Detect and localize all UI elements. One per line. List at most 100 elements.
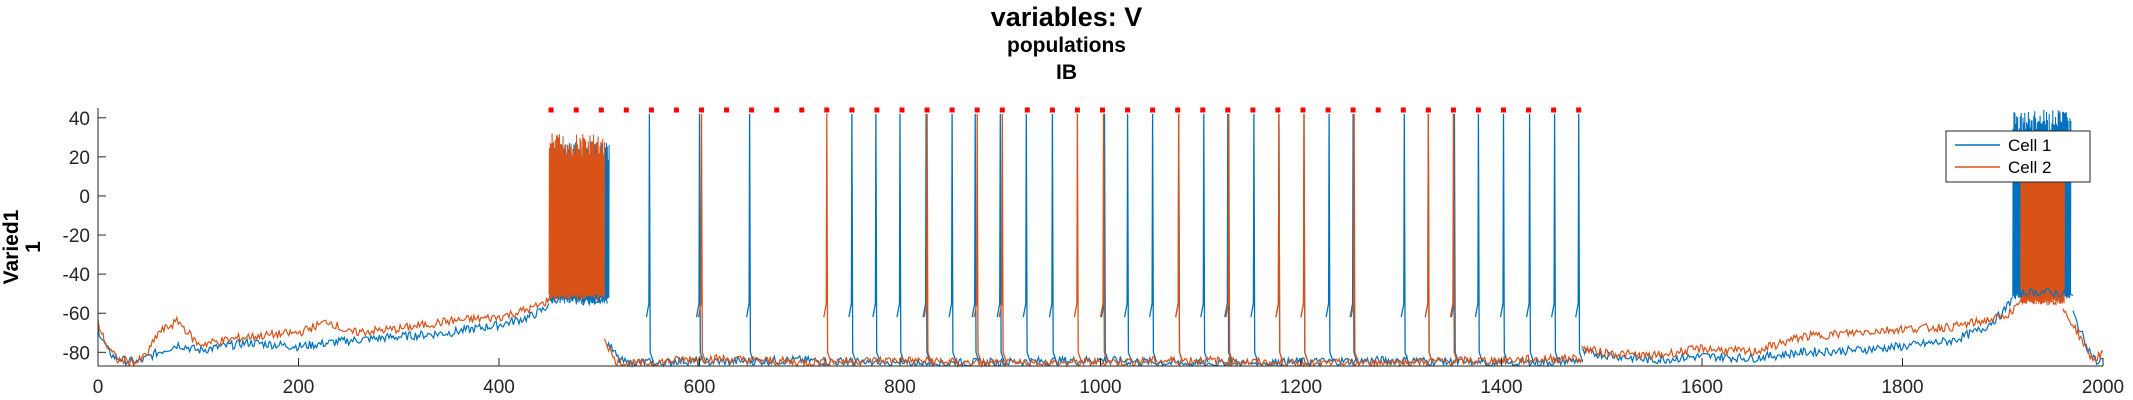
event-marker-8 bbox=[724, 107, 730, 113]
event-marker-33 bbox=[1350, 107, 1356, 113]
series-cell-1-spike-7 bbox=[922, 113, 931, 363]
series-cell-1-spike-12 bbox=[1048, 113, 1058, 363]
series-cell-1 bbox=[97, 113, 2104, 369]
y-tick-label--40: -40 bbox=[63, 265, 90, 286]
series-cell-2-segment-6 bbox=[2062, 308, 2104, 363]
series-cell-2-segment-2 bbox=[548, 289, 605, 302]
x-tick-label-0: 0 bbox=[93, 377, 104, 398]
series-cell-1-spike-8 bbox=[948, 113, 957, 363]
series-cell-1-spike-5 bbox=[872, 113, 881, 363]
event-marker-30 bbox=[1275, 107, 1281, 113]
series-cell-1-segment-5 bbox=[2012, 287, 2074, 299]
event-marker-38 bbox=[1475, 107, 1481, 113]
series-cell-1-spike-26 bbox=[1450, 113, 1460, 363]
legend-label-cell-1: Cell 1 bbox=[2008, 136, 2051, 155]
series-cell-2-spike-3 bbox=[923, 113, 932, 363]
event-marker-34 bbox=[1375, 107, 1381, 113]
x-tick-label-800: 800 bbox=[884, 377, 916, 398]
event-marker-21 bbox=[1049, 107, 1055, 113]
series-cell-2-spike-8 bbox=[1175, 113, 1184, 363]
event-marker-24 bbox=[1125, 107, 1131, 113]
x-tick-label-600: 600 bbox=[684, 377, 716, 398]
series-cell-1-spike-14 bbox=[1123, 113, 1133, 363]
event-marker-27 bbox=[1200, 107, 1206, 113]
event-marker-15 bbox=[899, 107, 905, 113]
series-cell-1-spike-19 bbox=[1250, 113, 1259, 363]
plot-background bbox=[98, 108, 2103, 366]
event-marker-12 bbox=[824, 107, 830, 113]
event-marker-32 bbox=[1325, 107, 1331, 113]
series-cell-1-spike-23 bbox=[1349, 113, 1358, 363]
series-cell-2-spike-11 bbox=[1300, 113, 1309, 363]
y-tick-label-40: 40 bbox=[69, 109, 90, 130]
legend-label-cell-2: Cell 2 bbox=[2008, 158, 2051, 177]
series-cell-1-spike-9 bbox=[971, 113, 980, 363]
series-cell-1-spike-29 bbox=[1525, 113, 1535, 363]
event-marker-16 bbox=[924, 107, 930, 113]
series-cell-2-spike-12 bbox=[1350, 113, 1359, 363]
series-cell-1-spike-17 bbox=[1200, 113, 1209, 363]
series-cell-1-spike-31 bbox=[1575, 113, 1584, 363]
series-cell-1-segment-1 bbox=[97, 303, 550, 367]
x-tick-label-1800: 1800 bbox=[1881, 377, 1923, 398]
series-cell-1-spike-27 bbox=[1474, 113, 1484, 363]
event-marker-28 bbox=[1225, 107, 1231, 113]
series-cell-1-spike-30 bbox=[1550, 113, 1560, 363]
series-cell-1-segment-6 bbox=[2072, 310, 2104, 365]
event-marker-42 bbox=[1576, 107, 1582, 113]
plot-area bbox=[98, 108, 2103, 366]
legend: Cell 1 Cell 2 bbox=[1945, 130, 2091, 183]
event-marker-9 bbox=[749, 107, 755, 113]
y-tick-label--20: -20 bbox=[63, 226, 90, 247]
series-cell-2-spike-10 bbox=[1275, 113, 1284, 363]
x-tick-label-1400: 1400 bbox=[1480, 377, 1522, 398]
y-tick-label--80: -80 bbox=[63, 343, 90, 364]
event-marker-13 bbox=[849, 107, 855, 113]
series-cell-1-spike-28 bbox=[1499, 113, 1509, 363]
event-marker-7 bbox=[699, 107, 704, 113]
y-tick-label--60: -60 bbox=[63, 304, 90, 325]
series-cell-1-spike-15 bbox=[1148, 113, 1158, 363]
series-cell-2-segment-1 bbox=[97, 297, 550, 368]
series-cell-1-spike-13 bbox=[1100, 113, 1110, 363]
x-tick-label-2000: 2000 bbox=[2082, 377, 2124, 398]
event-marker-36 bbox=[1425, 107, 1431, 113]
y-axis-label-2: 1 bbox=[22, 241, 45, 253]
chart-title: variables: V bbox=[990, 2, 1143, 32]
event-marker-10 bbox=[774, 107, 780, 113]
event-marker-37 bbox=[1450, 107, 1456, 113]
series-cell-1-spike-4 bbox=[848, 113, 857, 363]
event-marker-14 bbox=[874, 107, 880, 113]
event-marker-17 bbox=[949, 107, 955, 113]
series-cell-1-spike-1 bbox=[645, 113, 655, 363]
series-cell-2-spike-7 bbox=[1099, 113, 1109, 363]
series-cell-2-spike-4 bbox=[973, 113, 982, 363]
series-cell-1-spike-3 bbox=[745, 113, 755, 363]
event-marker-4 bbox=[623, 107, 629, 113]
event-marker-39 bbox=[1501, 107, 1506, 113]
series-layer bbox=[97, 113, 2104, 369]
series-cell-1-segment-4 bbox=[1581, 297, 2014, 365]
event-marker-26 bbox=[1175, 107, 1181, 113]
event-marker-5 bbox=[648, 107, 654, 113]
event-marker-3 bbox=[598, 107, 604, 113]
x-tick-label-1600: 1600 bbox=[1681, 377, 1723, 398]
series-cell-1-spike-6 bbox=[896, 113, 905, 363]
x-tick-label-1000: 1000 bbox=[1079, 377, 1121, 398]
chart-title-block: variables: V populations IB bbox=[0, 0, 2133, 90]
series-cell-2-spike-14 bbox=[1449, 113, 1459, 363]
event-marker-25 bbox=[1150, 107, 1156, 113]
series-cell-2-spike-2 bbox=[823, 113, 832, 363]
y-tick-label-20: 20 bbox=[69, 148, 90, 169]
series-cell-2 bbox=[97, 113, 2104, 369]
event-marker-31 bbox=[1300, 107, 1306, 113]
series-cell-2-spike-1 bbox=[697, 113, 707, 363]
event-marker-18 bbox=[974, 107, 980, 113]
y-axis-label: Varied1 bbox=[0, 209, 23, 284]
series-cell-2-segment-5 bbox=[2022, 292, 2064, 306]
series-cell-1-spike-22 bbox=[1325, 113, 1334, 363]
event-markers bbox=[548, 107, 1582, 113]
event-marker-19 bbox=[999, 107, 1005, 113]
event-marker-40 bbox=[1526, 107, 1532, 113]
event-marker-23 bbox=[1100, 107, 1105, 113]
